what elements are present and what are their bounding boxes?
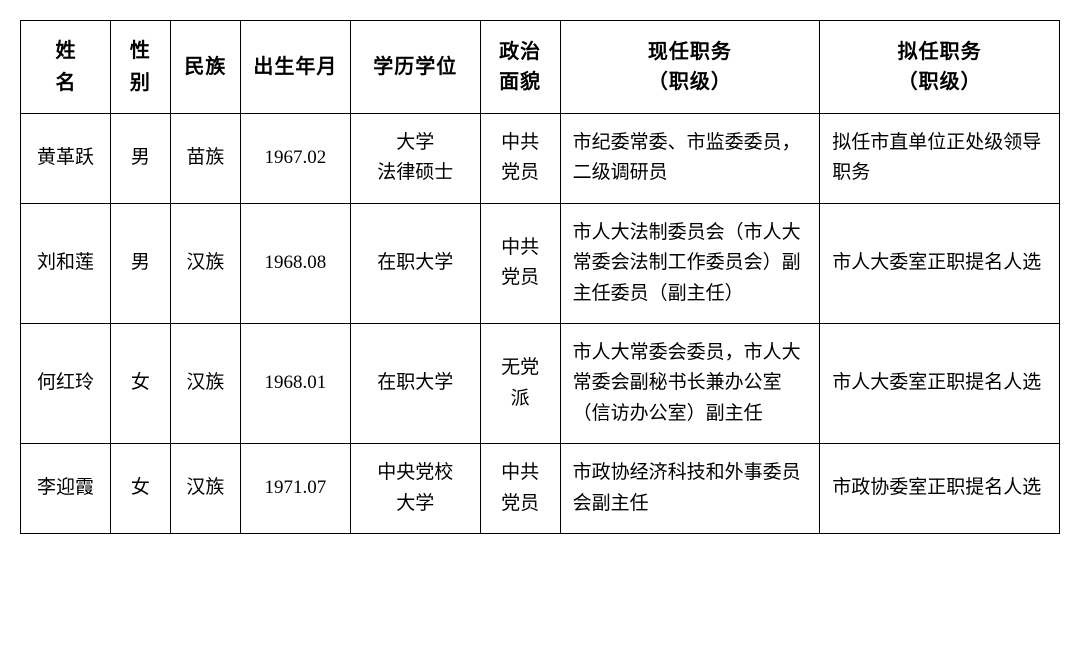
cell-proposed: 市人大委室正职提名人选 xyxy=(820,203,1060,323)
header-education: 学历学位 xyxy=(350,21,480,114)
cell-name: 李迎霞 xyxy=(21,444,111,534)
education-line2: 大学 xyxy=(396,493,434,514)
cell-political: 中共 党员 xyxy=(480,203,560,323)
header-current: 现任职务 （职级） xyxy=(560,21,820,114)
table-header: 姓 名 性别 民族 出生年月 学历学位 政治 面貌 现任职务 （职级） 拟任职务… xyxy=(21,21,1060,114)
cell-ethnic: 苗族 xyxy=(170,114,240,204)
political-line2: 派 xyxy=(511,388,530,409)
table-row: 李迎霞 女 汉族 1971.07 中央党校 大学 中共 党员 市政协经济科技和外… xyxy=(21,444,1060,534)
political-line2: 党员 xyxy=(501,267,539,288)
cell-birth: 1967.02 xyxy=(240,114,350,204)
cell-name: 黄革跃 xyxy=(21,114,111,204)
education-line1: 大学 xyxy=(396,132,434,153)
political-line1: 中共 xyxy=(501,132,539,153)
political-line1: 中共 xyxy=(501,237,539,258)
political-line1: 无党 xyxy=(501,357,539,378)
cell-education: 大学 法律硕士 xyxy=(350,114,480,204)
cell-proposed: 市人大委室正职提名人选 xyxy=(820,323,1060,443)
header-row: 姓 名 性别 民族 出生年月 学历学位 政治 面貌 现任职务 （职级） 拟任职务… xyxy=(21,21,1060,114)
cell-ethnic: 汉族 xyxy=(170,444,240,534)
political-line1: 中共 xyxy=(501,462,539,483)
header-proposed-line2: （职级） xyxy=(898,71,982,93)
header-political-line2: 面貌 xyxy=(499,71,541,93)
cell-political: 中共 党员 xyxy=(480,444,560,534)
political-line2: 党员 xyxy=(501,493,539,514)
education-line1: 中央党校 xyxy=(377,462,453,483)
table-row: 黄革跃 男 苗族 1967.02 大学 法律硕士 中共 党员 市纪委常委、市监委… xyxy=(21,114,1060,204)
political-line2: 党员 xyxy=(501,162,539,183)
personnel-table: 姓 名 性别 民族 出生年月 学历学位 政治 面貌 现任职务 （职级） 拟任职务… xyxy=(20,20,1060,534)
table-row: 何红玲 女 汉族 1968.01 在职大学 无党 派 市人大常委会委员，市人大常… xyxy=(21,323,1060,443)
cell-name: 何红玲 xyxy=(21,323,111,443)
cell-education: 在职大学 xyxy=(350,323,480,443)
header-current-line2: （职级） xyxy=(648,71,732,93)
cell-birth: 1968.01 xyxy=(240,323,350,443)
cell-proposed: 拟任市直单位正处级领导职务 xyxy=(820,114,1060,204)
header-political: 政治 面貌 xyxy=(480,21,560,114)
cell-education: 中央党校 大学 xyxy=(350,444,480,534)
cell-political: 无党 派 xyxy=(480,323,560,443)
cell-birth: 1968.08 xyxy=(240,203,350,323)
cell-current: 市人大法制委员会（市人大常委会法制工作委员会）副主任委员（副主任） xyxy=(560,203,820,323)
table-row: 刘和莲 男 汉族 1968.08 在职大学 中共 党员 市人大法制委员会（市人大… xyxy=(21,203,1060,323)
header-gender: 性别 xyxy=(110,21,170,114)
header-ethnic: 民族 xyxy=(170,21,240,114)
header-political-line1: 政治 xyxy=(499,41,541,63)
header-current-line1: 现任职务 xyxy=(648,41,732,63)
education-line2: 法律硕士 xyxy=(377,162,453,183)
cell-gender: 男 xyxy=(110,114,170,204)
header-proposed-line1: 拟任职务 xyxy=(898,41,982,63)
cell-gender: 女 xyxy=(110,323,170,443)
cell-gender: 女 xyxy=(110,444,170,534)
cell-ethnic: 汉族 xyxy=(170,323,240,443)
cell-ethnic: 汉族 xyxy=(170,203,240,323)
cell-education: 在职大学 xyxy=(350,203,480,323)
header-name: 姓 名 xyxy=(21,21,111,114)
cell-current: 市纪委常委、市监委委员，二级调研员 xyxy=(560,114,820,204)
cell-name: 刘和莲 xyxy=(21,203,111,323)
table-body: 黄革跃 男 苗族 1967.02 大学 法律硕士 中共 党员 市纪委常委、市监委… xyxy=(21,114,1060,534)
header-proposed: 拟任职务 （职级） xyxy=(820,21,1060,114)
header-birth: 出生年月 xyxy=(240,21,350,114)
cell-political: 中共 党员 xyxy=(480,114,560,204)
cell-birth: 1971.07 xyxy=(240,444,350,534)
cell-proposed: 市政协委室正职提名人选 xyxy=(820,444,1060,534)
cell-current: 市政协经济科技和外事委员会副主任 xyxy=(560,444,820,534)
cell-gender: 男 xyxy=(110,203,170,323)
cell-current: 市人大常委会委员，市人大常委会副秘书长兼办公室（信访办公室）副主任 xyxy=(560,323,820,443)
